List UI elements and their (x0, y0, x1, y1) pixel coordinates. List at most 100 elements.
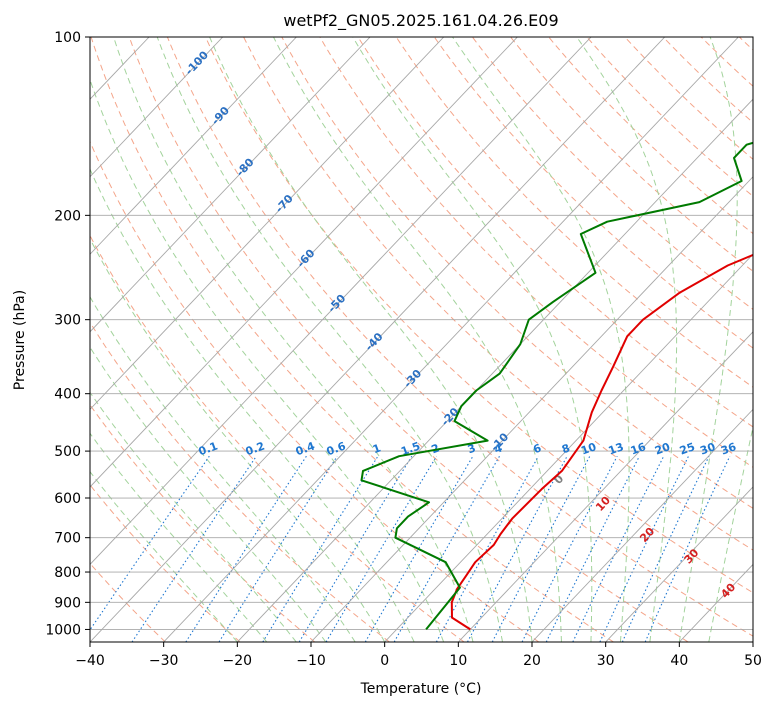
mixing-ratio-line (599, 455, 689, 642)
x-tick-label: −40 (75, 653, 105, 669)
y-tick-label: 1000 (45, 622, 81, 638)
dry-adiabat (90, 37, 614, 642)
isotherm-line (237, 98, 753, 642)
mixing-ratio-label: 0.4 (294, 439, 317, 458)
y-tick-label: 600 (54, 491, 81, 507)
mixing-ratio-label: 0.1 (197, 439, 220, 458)
isotherm-line (90, 37, 371, 333)
moist-adiabat (352, 37, 593, 642)
isotherm-line (90, 37, 224, 178)
dry-adiabat (90, 234, 465, 642)
isotherm-line (605, 486, 753, 642)
dry-adiabat (166, 37, 753, 637)
x-tick-label: −30 (149, 653, 179, 669)
isotherm-line (163, 37, 739, 642)
y-tick-label: 200 (54, 208, 81, 224)
mixing-ratio-label: 10 (579, 440, 598, 458)
y-axis: 100 200 300 400 500 600 700 800 900 1000 (45, 30, 90, 638)
y-tick-label: 500 (54, 444, 81, 460)
mixing-ratio-line (644, 455, 731, 642)
y-tick-label: 400 (54, 387, 81, 403)
moist-adiabat (209, 37, 533, 642)
isotherm-line (90, 37, 592, 566)
dry-adiabat (624, 37, 753, 160)
dry-adiabat (205, 37, 753, 594)
moist-adiabat (678, 37, 738, 642)
isotherm-line (90, 37, 666, 642)
moist-adiabat (90, 295, 356, 642)
chart-title: wetPf2_GN05.2025.161.04.26.E09 (283, 11, 558, 31)
x-tick-label: 30 (597, 653, 615, 669)
moist-adiabat (452, 37, 630, 642)
x-tick-label: 0 (380, 653, 389, 669)
mixing-ratio-label: 36 (719, 440, 738, 458)
mixing-ratio-label: 3 (466, 441, 478, 456)
dry-adiabats (90, 37, 753, 642)
dry-adiabat (128, 37, 689, 642)
mixing-ratio-label: 1 (371, 441, 383, 456)
y-axis-label: Pressure (hPa) (12, 290, 28, 390)
isotherms (0, 37, 753, 642)
mixing-ratio-label: 0.6 (325, 439, 348, 458)
mixing-ratio-label: 20 (653, 440, 672, 458)
mixing-ratio-line (90, 455, 210, 631)
moist-adiabats (90, 37, 753, 642)
sounding-series (360, 141, 753, 631)
moist-adiabat (90, 167, 415, 642)
dry-adiabat (472, 37, 753, 310)
mixing-ratio-label: 16 (629, 440, 648, 458)
y-tick-label: 700 (54, 531, 81, 547)
isotherm-line (0, 37, 2, 642)
moist-adiabat (90, 432, 268, 642)
dry-adiabat (90, 321, 390, 642)
temperature-line (450, 253, 753, 631)
moist-adiabat (708, 424, 753, 642)
y-tick-label: 800 (54, 565, 81, 581)
isotherm-line (90, 37, 297, 255)
isotherm-line (458, 331, 753, 642)
plot-frame (89, 36, 754, 643)
x-axis: −40 −30 −20 −10 0 10 20 30 40 50 (75, 642, 762, 669)
moist-adiabat (156, 37, 503, 642)
moist-adiabat (90, 470, 238, 642)
mixing-ratio-label: 0.2 (244, 439, 267, 458)
dry-adiabat (395, 37, 753, 388)
x-tick-label: −20 (223, 653, 253, 669)
mixing-ratio-line (364, 455, 474, 642)
mixing-ratio-label: 4 (493, 441, 505, 456)
moist-adiabat (113, 37, 474, 642)
y-tick-label: 100 (54, 30, 81, 46)
moist-adiabat (273, 37, 562, 642)
dry-adiabat (90, 140, 540, 642)
mixing-ratio-label: 8 (560, 441, 572, 456)
dry-adiabat (281, 37, 753, 509)
dry-adiabat (433, 37, 753, 349)
mixing-ratio-label: 6 (531, 441, 543, 456)
x-tick-label: 20 (523, 653, 541, 669)
dewpoint-line (360, 141, 753, 631)
isotherm-line (531, 408, 753, 642)
mixing-ratio-line (621, 455, 710, 642)
mixing-ratio-label: 30 (698, 440, 717, 458)
x-tick-label: 40 (670, 653, 688, 669)
pressure-gridlines (90, 37, 753, 630)
moist-adiabat (90, 78, 445, 642)
isotherm-line (310, 176, 753, 642)
dry-adiabat (510, 37, 753, 272)
y-tick-label: 900 (54, 595, 81, 611)
x-tick-label: 10 (449, 653, 467, 669)
isotherm-line (90, 37, 518, 488)
isotherm-line (752, 641, 753, 642)
moist-adiabat (576, 37, 678, 642)
x-tick-label: 50 (744, 653, 762, 669)
x-axis-label: Temperature (°C) (360, 681, 482, 697)
mixing-ratio-label: 13 (607, 440, 626, 457)
isotherm-line (384, 253, 753, 642)
dry-adiabat (90, 484, 241, 642)
isotherm-line (90, 37, 445, 411)
mixing-ratio-label: 25 (678, 440, 697, 457)
dry-adiabat (243, 37, 753, 551)
mixing-ratio-line (325, 455, 438, 642)
dry-adiabat (357, 37, 753, 428)
